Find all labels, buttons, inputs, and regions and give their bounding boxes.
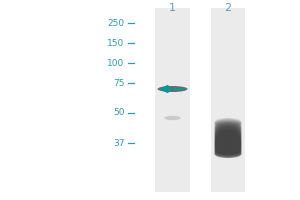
Bar — [155, 8, 190, 192]
Ellipse shape — [214, 145, 242, 153]
Ellipse shape — [214, 150, 242, 158]
Ellipse shape — [214, 149, 242, 157]
Ellipse shape — [214, 129, 242, 137]
Text: 100: 100 — [107, 58, 124, 68]
Ellipse shape — [164, 116, 181, 120]
Ellipse shape — [214, 133, 242, 141]
Text: 1: 1 — [169, 3, 176, 13]
Ellipse shape — [214, 141, 242, 149]
Ellipse shape — [214, 121, 242, 129]
Ellipse shape — [214, 130, 242, 138]
Text: 150: 150 — [107, 38, 124, 47]
Ellipse shape — [214, 118, 242, 126]
Ellipse shape — [214, 143, 242, 151]
Ellipse shape — [214, 138, 242, 146]
Text: 75: 75 — [113, 78, 124, 88]
Ellipse shape — [214, 123, 242, 131]
Ellipse shape — [214, 139, 242, 147]
Text: 50: 50 — [113, 108, 124, 117]
Bar — [211, 8, 245, 192]
Ellipse shape — [214, 125, 242, 133]
Ellipse shape — [214, 137, 242, 145]
Ellipse shape — [214, 126, 242, 134]
Ellipse shape — [214, 146, 242, 154]
Text: 250: 250 — [107, 19, 124, 27]
Ellipse shape — [214, 119, 242, 127]
Ellipse shape — [214, 147, 242, 155]
Text: 2: 2 — [224, 3, 232, 13]
Text: 37: 37 — [113, 138, 124, 147]
Ellipse shape — [214, 135, 242, 143]
Ellipse shape — [214, 122, 242, 130]
Ellipse shape — [214, 127, 242, 135]
FancyArrow shape — [160, 86, 184, 92]
Ellipse shape — [214, 134, 242, 142]
Ellipse shape — [214, 131, 242, 139]
Ellipse shape — [158, 86, 188, 92]
Ellipse shape — [214, 142, 242, 150]
